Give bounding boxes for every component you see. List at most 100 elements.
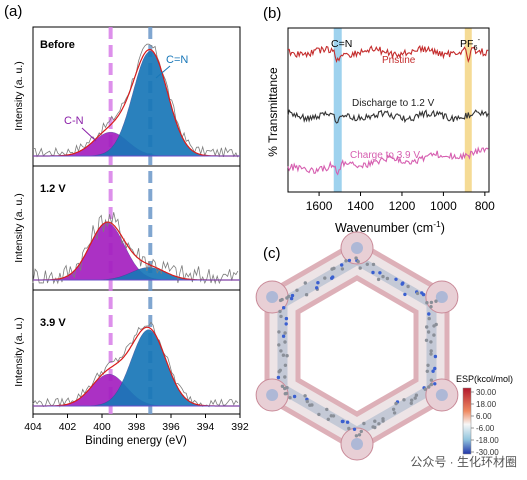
panel-label-c: (c) — [263, 245, 281, 262]
atom — [429, 378, 434, 382]
esp-negative-spot — [435, 291, 448, 303]
atom — [285, 386, 289, 390]
atom — [341, 419, 345, 424]
atom — [391, 407, 396, 411]
atom — [433, 366, 437, 371]
atom — [400, 282, 404, 286]
x-tick-label: 396 — [162, 421, 180, 433]
atom — [403, 292, 407, 297]
panel-label-b: (b) — [263, 5, 281, 22]
atom — [394, 401, 398, 406]
atom — [432, 333, 436, 337]
atom — [356, 259, 360, 264]
atom — [347, 426, 351, 431]
atom — [371, 270, 375, 275]
esp-negative-spot — [435, 389, 448, 401]
atom — [365, 262, 369, 266]
atom — [402, 398, 406, 402]
atom — [352, 427, 357, 431]
atom — [434, 299, 438, 303]
x-tick-label: 1400 — [347, 199, 374, 213]
band-label-cn: C=N — [331, 38, 352, 50]
x-tick-label: 1000 — [430, 199, 457, 213]
atom — [406, 284, 410, 289]
atom — [332, 266, 336, 270]
atom — [281, 334, 286, 338]
atom — [421, 292, 426, 297]
atom — [394, 277, 398, 281]
atom — [429, 300, 434, 305]
xps-x-ticks: 404 402 400 398 396 394 392 — [24, 414, 249, 433]
atom — [427, 316, 431, 321]
atom — [371, 262, 376, 267]
ftir-ylabel: % Transmittance — [266, 67, 280, 157]
annotation-cn: C-N — [64, 115, 84, 127]
x-tick-label: 1200 — [389, 199, 416, 213]
atom — [280, 384, 285, 388]
atom — [316, 281, 320, 285]
band-label-pf6: PF6- — [460, 35, 481, 52]
subpanel-label-before: Before — [40, 39, 75, 51]
xps-ylabel-3: Intensity (a. u.) — [13, 317, 25, 386]
esp-hexagonal-framework — [255, 231, 459, 461]
atom — [344, 259, 348, 263]
atom — [282, 306, 286, 310]
atom — [340, 263, 344, 267]
esp-negative-spot — [351, 242, 363, 254]
atom — [410, 398, 414, 402]
atom — [426, 363, 430, 367]
atom — [288, 396, 292, 400]
atom — [429, 340, 433, 344]
atom — [409, 401, 413, 405]
atom — [373, 419, 377, 423]
atom — [427, 385, 431, 389]
atom — [432, 324, 436, 328]
atom — [287, 294, 291, 299]
atom — [295, 288, 299, 292]
ftir-panel: C=N PF6- Pristine Discharge to 1.2 V Cha… — [266, 27, 495, 235]
x-tick-label: 394 — [197, 421, 215, 433]
atom — [381, 419, 385, 423]
atom — [377, 422, 381, 426]
atom — [289, 296, 294, 301]
ftir-series-group — [287, 44, 489, 176]
atom — [357, 433, 362, 437]
annotation-cneq-pointer — [155, 65, 171, 79]
watermark: 公众号 · 生化环材圈 — [410, 455, 517, 469]
atom — [427, 312, 431, 316]
atom — [331, 275, 335, 279]
atom — [347, 258, 352, 263]
atom — [304, 293, 309, 297]
esp-negative-spot — [266, 389, 279, 401]
annotation-cneq: C=N — [166, 54, 188, 66]
atom — [303, 281, 307, 285]
atom — [415, 291, 420, 296]
colorbar-tick-label: -18.00 — [476, 436, 499, 445]
series-label-pristine: Pristine — [382, 55, 416, 66]
atom — [433, 354, 438, 359]
atom — [425, 301, 429, 305]
atom — [340, 267, 345, 271]
x-tick-label: 1600 — [306, 199, 333, 213]
atom — [429, 305, 433, 309]
atom — [290, 293, 295, 298]
atom — [425, 369, 429, 373]
series-label-discharge: Discharge to 1.2 V — [352, 98, 435, 109]
esp-colorbar — [462, 387, 472, 455]
colorbar-tick-label: 6.00 — [476, 412, 492, 421]
esp-negative-spot — [266, 291, 279, 303]
xps-ylabel-1: Intensity (a. u.) — [13, 61, 25, 130]
esp-colorbar-ticks: 30.00 18.00 6.00 -6.00 -18.00 -30.00 — [471, 388, 499, 457]
atom — [371, 425, 375, 429]
atom — [285, 354, 289, 358]
atom — [358, 266, 362, 270]
x-tick-label: 392 — [231, 421, 249, 433]
atom — [354, 256, 358, 260]
colorbar-tick-label: 18.00 — [476, 400, 497, 409]
atom — [283, 340, 287, 344]
atom — [424, 338, 429, 342]
atom — [278, 309, 282, 314]
atom — [284, 316, 289, 321]
xps-ylabel-2: Intensity (a. u.) — [13, 193, 25, 262]
